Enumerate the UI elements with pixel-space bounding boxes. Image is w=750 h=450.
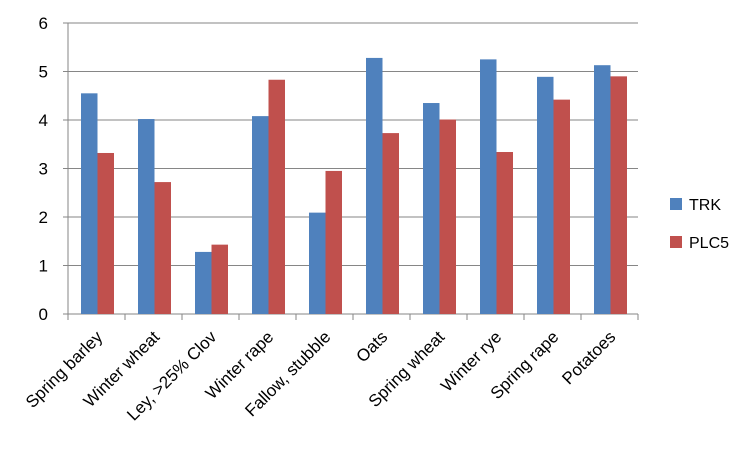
bar-plc5-8 [553,99,570,314]
bar-plc5-6 [439,119,456,314]
x-category-label: Potatoes [558,327,619,388]
bar-plc5-4 [325,170,342,314]
y-tick-label: 2 [39,208,48,227]
legend-swatch-trk [670,198,682,210]
bar-trk-1 [138,119,155,314]
bar-trk-0 [81,93,98,314]
bar-trk-3 [252,116,269,315]
y-tick-label: 5 [39,63,48,82]
y-tick-label: 4 [39,111,48,130]
bar-plc5-0 [97,152,114,314]
bar-trk-2 [195,251,212,314]
bar-plc5-3 [268,79,285,315]
legend-label-trk: TRK [689,197,721,214]
bar-plc5-1 [154,182,171,314]
x-category-label: Oats [353,327,392,366]
bar-trk-7 [480,59,497,314]
y-tick-label: 0 [39,305,48,324]
bar-trk-6 [423,103,440,315]
y-tick-label: 6 [39,14,48,33]
bar-plc5-7 [496,152,513,314]
legend-swatch-plc5 [670,236,682,248]
bar-trk-4 [309,212,326,314]
bar-plc5-5 [382,133,399,314]
bar-plc5-2 [211,244,228,314]
bar-trk-9 [594,65,611,314]
bar-trk-8 [537,76,554,315]
bar-plc5-9 [610,76,627,314]
y-tick-label: 3 [39,160,48,179]
y-tick-label: 1 [39,257,48,276]
bar-trk-5 [366,57,383,315]
legend-label-plc5: PLC5 [689,235,729,252]
